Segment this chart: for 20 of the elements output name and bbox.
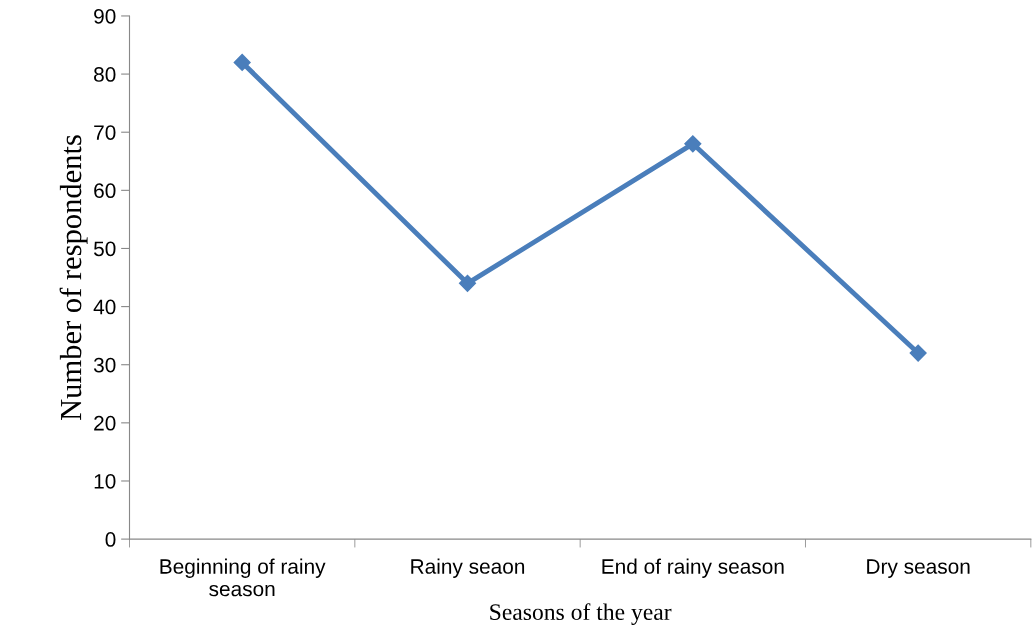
y-tick-label: 50: [93, 241, 116, 257]
y-axis-title: Number of respondents: [59, 135, 88, 421]
x-tick-label: Dry season: [867, 559, 970, 578]
x-tick-label: End of rainy season: [602, 558, 784, 578]
y-tick-label: 60: [94, 183, 116, 199]
y-tick-label: 80: [94, 67, 116, 82]
x-axis-title: Seasons of the year: [490, 603, 672, 625]
y-tick-label: 10: [94, 473, 116, 489]
y-tick-label: 20: [94, 415, 116, 431]
y-tick-label: 30: [93, 357, 116, 373]
x-tick-label: Beginning of rainy season: [160, 558, 326, 597]
point: [909, 344, 927, 362]
point: [458, 274, 477, 292]
point: [684, 135, 702, 153]
y-tick-label: 40: [93, 299, 116, 315]
y-tick-label: 70: [94, 125, 116, 140]
x-tick-label: Rainy seaon: [411, 558, 525, 578]
y-tick-label: 90: [94, 8, 116, 24]
point: [233, 53, 251, 72]
y-tick-label: 0: [105, 532, 116, 547]
